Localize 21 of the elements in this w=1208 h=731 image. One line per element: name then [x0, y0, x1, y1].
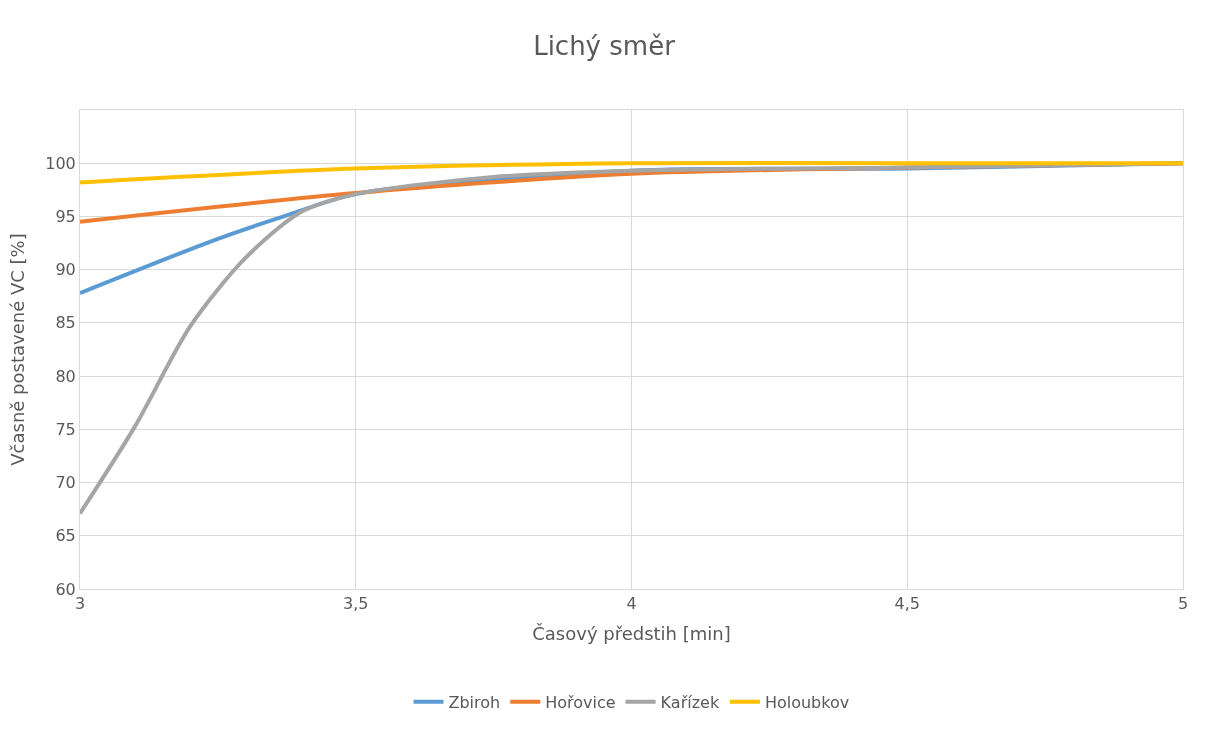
x-axis-title: Časový předstih [min] [532, 623, 731, 645]
y-tick-label: 100 [45, 153, 76, 173]
y-tick-label: 95 [55, 207, 76, 227]
x-tick-label: 4,5 [894, 594, 920, 614]
y-tick-label: 70 [55, 473, 76, 493]
legend-label: Kařízek [660, 692, 720, 712]
legend-label: Holoubkov [764, 692, 850, 712]
x-tick-label: 5 [1177, 594, 1189, 614]
x-tick-label: 4 [626, 594, 637, 614]
y-tick-label: 80 [55, 366, 76, 386]
chart-title: Lichý směr [533, 30, 676, 61]
x-tick-label: 3,5 [343, 594, 369, 614]
y-tick-label: 75 [55, 419, 76, 439]
y-tick-label: 85 [55, 313, 76, 333]
y-tick-label: 90 [55, 260, 76, 280]
x-tick-label: 3 [74, 594, 86, 614]
y-axis-title: Včasně postavené VC [%] [7, 233, 29, 466]
legend-label: Hořovice [545, 692, 616, 712]
y-tick-label: 60 [55, 579, 76, 599]
y-tick-label: 65 [55, 526, 76, 546]
legend-label: Zbiroh [448, 692, 501, 712]
